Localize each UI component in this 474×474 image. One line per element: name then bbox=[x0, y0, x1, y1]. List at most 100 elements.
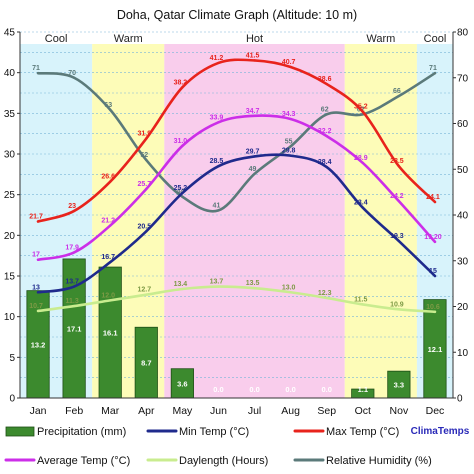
series-value-label: 66 bbox=[393, 88, 401, 95]
series-value-label: 55 bbox=[285, 138, 293, 145]
series-line bbox=[36, 285, 437, 314]
left-tick-label: 30 bbox=[4, 150, 16, 161]
series-line bbox=[36, 153, 437, 294]
series-value-label: 23 bbox=[68, 203, 76, 210]
precipitation-value-label: 0.0 bbox=[249, 385, 259, 394]
series-value-label: 10.9 bbox=[390, 301, 404, 308]
series-point bbox=[397, 199, 401, 203]
series-point bbox=[72, 251, 76, 254]
series-lines: 10.7 11.3 12.0 12.7 13.4 13.7 13.5 13.0 12.3 11.5… bbox=[29, 52, 442, 314]
series-value-label: 63 bbox=[104, 102, 112, 109]
series-point bbox=[181, 195, 184, 198]
series-point bbox=[109, 224, 112, 227]
precipitation-bars: 13.2 17.1 16.1 8.7 3.6 0.0 0.0 0.0 0.0 1.1 3.3 12.1 bbox=[26, 258, 447, 399]
season-label: Warm bbox=[366, 33, 395, 45]
series-point bbox=[433, 310, 437, 313]
series-point bbox=[36, 258, 40, 261]
right-tick-label: 30 bbox=[457, 256, 469, 267]
right-tick-label: 60 bbox=[457, 119, 469, 130]
series-value-label: 19.3 bbox=[390, 233, 404, 240]
series-point bbox=[325, 82, 328, 86]
series-point bbox=[289, 65, 292, 69]
series-value-label: 71 bbox=[32, 65, 40, 72]
series-point bbox=[145, 293, 148, 296]
grid-lines bbox=[20, 31, 453, 399]
series-value-label: 13.4 bbox=[174, 281, 188, 288]
right-tick-label: 70 bbox=[457, 73, 469, 84]
series-point bbox=[253, 59, 256, 62]
axes: 0 5 10 15 20 25 30 35 40 45 0 10 20 30 40 50 60 70 80 Jan Fe… bbox=[4, 28, 469, 418]
x-tick-label: Sep bbox=[317, 405, 336, 417]
right-tick-label: 0 bbox=[457, 394, 463, 405]
series-value-label: 26.6 bbox=[101, 174, 115, 181]
series-value-label: 12.3 bbox=[318, 290, 332, 297]
series-point bbox=[397, 165, 401, 168]
series-point bbox=[145, 187, 148, 191]
series-value-label: 28.5 bbox=[210, 158, 224, 165]
series-point bbox=[217, 285, 220, 288]
legend-label: Relative Humidity (%) bbox=[326, 455, 432, 467]
x-tick-label: Feb bbox=[65, 405, 83, 417]
left-tick-label: 35 bbox=[4, 109, 16, 120]
series-point bbox=[36, 291, 40, 294]
series-point bbox=[181, 144, 184, 148]
series-value-label: 38.2 bbox=[174, 79, 188, 86]
series-point bbox=[433, 274, 437, 278]
series-point bbox=[181, 86, 184, 89]
series-value-label: 31.0 bbox=[174, 138, 188, 145]
series-point bbox=[397, 94, 401, 98]
series-value-label: 17.9 bbox=[65, 244, 79, 251]
series-point bbox=[145, 137, 148, 140]
series-point bbox=[145, 158, 148, 162]
series-point bbox=[36, 220, 40, 223]
season-label: Cool bbox=[424, 33, 447, 45]
series-point bbox=[109, 299, 112, 302]
series-value-label: 40.7 bbox=[282, 59, 296, 66]
series-point bbox=[361, 161, 364, 165]
series-value-label: 10.7 bbox=[29, 303, 43, 310]
left-tick-label: 10 bbox=[4, 312, 16, 323]
legend-label: Daylength (Hours) bbox=[179, 455, 268, 467]
legend-label: Precipitation (mm) bbox=[37, 426, 126, 438]
series-value-label: 15 bbox=[429, 268, 437, 275]
series-point bbox=[217, 61, 220, 65]
left-tick-label: 20 bbox=[4, 231, 16, 242]
series-point bbox=[253, 155, 256, 158]
series-value-label: 28.4 bbox=[318, 159, 332, 166]
series-point bbox=[217, 121, 220, 124]
x-tick-label: Nov bbox=[390, 405, 409, 417]
x-tick-label: Jun bbox=[210, 405, 227, 417]
season-label: Cool bbox=[45, 33, 68, 45]
series-point bbox=[36, 309, 40, 313]
precipitation-value-label: 8.7 bbox=[141, 359, 151, 368]
series-value-label: 49 bbox=[249, 166, 257, 173]
series-value-label: 28.9 bbox=[354, 155, 368, 162]
series-point bbox=[361, 206, 364, 209]
series-value-label: 33.9 bbox=[210, 114, 224, 121]
series-value-label: 52 bbox=[140, 152, 148, 159]
series-value-label: 11.3 bbox=[66, 298, 79, 305]
series-point bbox=[325, 134, 328, 138]
x-tick-label: Jul bbox=[248, 405, 261, 417]
right-tick-label: 20 bbox=[457, 302, 469, 313]
x-tick-label: Jan bbox=[30, 405, 47, 417]
series-point bbox=[72, 304, 76, 308]
series-value-label: 41.5 bbox=[246, 52, 260, 59]
right-tick-label: 50 bbox=[457, 165, 469, 176]
chart-title: Doha, Qatar Climate Graph (Altitude: 10 … bbox=[117, 8, 357, 22]
series-line bbox=[36, 58, 437, 223]
series-value-label: 21.7 bbox=[29, 214, 43, 221]
series-point bbox=[289, 145, 292, 148]
series-point bbox=[217, 165, 220, 168]
series-value-label: 32.2 bbox=[318, 128, 332, 135]
right-tick-label: 10 bbox=[457, 348, 469, 359]
left-tick-label: 15 bbox=[4, 272, 16, 283]
precipitation-value-label: 3.3 bbox=[394, 381, 404, 390]
series-value-label: 24.2 bbox=[390, 193, 404, 200]
x-tick-label: Dec bbox=[426, 405, 445, 417]
series-value-label: 34.3 bbox=[282, 111, 296, 118]
series-value-label: 31.9 bbox=[137, 131, 151, 138]
series-value-label: 20.5 bbox=[137, 223, 151, 230]
series-point bbox=[253, 287, 256, 290]
